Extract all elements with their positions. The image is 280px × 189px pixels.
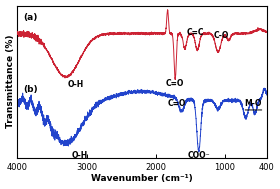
Text: C-O: C-O [213,31,228,40]
Text: O-H: O-H [68,80,84,89]
Text: O-H: O-H [71,151,88,160]
X-axis label: Wavenumber (cm⁻¹): Wavenumber (cm⁻¹) [91,174,193,184]
Text: C=O: C=O [167,99,186,108]
Text: COO⁻: COO⁻ [187,151,210,160]
Text: C=C: C=C [186,28,204,37]
Y-axis label: Transmittance (%): Transmittance (%) [6,35,15,129]
Text: (b): (b) [23,85,38,94]
Text: C=O: C=O [166,79,184,88]
Text: M-O: M-O [245,99,262,108]
Text: (a): (a) [23,13,37,22]
